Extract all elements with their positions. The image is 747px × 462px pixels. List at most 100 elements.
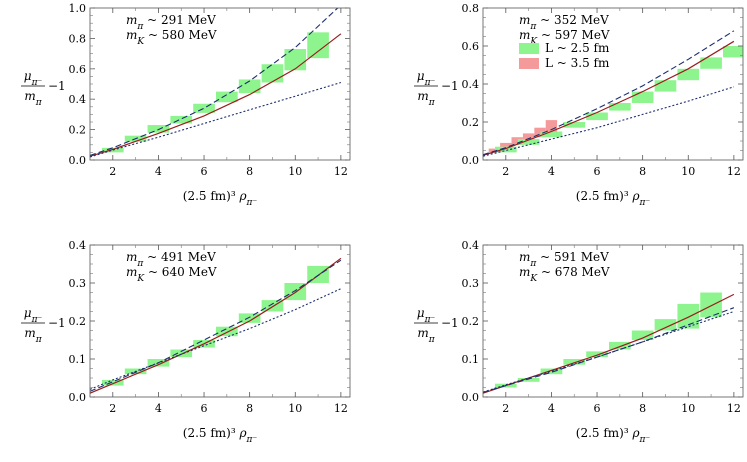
error-box-2: [540, 131, 563, 138]
y-label-denominator-1: mπ: [417, 89, 435, 108]
y-tick-label: 0.1: [69, 353, 87, 366]
error-box-7: [261, 64, 284, 83]
error-box-0: [101, 379, 124, 386]
error-box-8: [677, 303, 700, 329]
x-tick-label: 4: [548, 402, 555, 415]
error-box-9: [700, 292, 722, 318]
x-tick-label: 4: [155, 402, 162, 415]
y-tick-label: 0.3: [462, 277, 480, 290]
y-label-numerator-2: μπ⁻: [24, 306, 43, 325]
error-box-8: [677, 68, 700, 81]
error-box-4: [586, 112, 608, 121]
error-box-10: [723, 46, 743, 58]
annotation-1: mK ~ 678 MeV: [519, 265, 610, 284]
y-tick-label: 1.0: [69, 2, 87, 15]
error-box-1: [517, 378, 540, 382]
y-tick-label: 0.2: [69, 315, 87, 328]
y-tick-label: 0.4: [69, 93, 87, 106]
y-tick-label: 0.1: [462, 353, 480, 366]
error-box-L35-3: [522, 133, 535, 141]
x-tick-label: 12: [727, 402, 741, 415]
y-tick-label: 0.0: [69, 154, 87, 167]
error-box-L35-2: [511, 137, 523, 145]
x-axis-label: (2.5 fm)³ ρπ⁻: [576, 426, 651, 445]
error-box-5: [216, 91, 238, 103]
y-label-numerator-3: μπ⁻: [417, 306, 436, 325]
annotation-1: mK ~ 640 MeV: [126, 265, 217, 284]
annotation-0: mπ ~ 591 MeV: [519, 250, 609, 269]
error-box-L35-1: [500, 142, 512, 149]
curve-dotted: [90, 288, 342, 390]
error-box-3: [563, 122, 586, 128]
error-box-6: [238, 79, 261, 94]
y-tick-label: 0.0: [69, 391, 87, 404]
annotation-0: mπ ~ 352 MeV: [519, 13, 609, 32]
legend-label-1: L ~ 3.5 fm: [545, 56, 610, 70]
y-tick-label: 0.8: [462, 2, 480, 15]
x-axis-label: (2.5 fm)³ ρπ⁻: [183, 426, 258, 445]
error-box-0: [494, 146, 517, 153]
x-tick-label: 6: [201, 165, 208, 178]
y-tick-label: 0.6: [462, 40, 480, 53]
plot-area: [483, 30, 743, 157]
curve-dotted: [483, 86, 735, 157]
y-tick-label: 0.4: [462, 239, 480, 252]
x-tick-label: 2: [109, 165, 116, 178]
error-box-6: [631, 330, 654, 340]
curve-dashed: [483, 30, 735, 156]
x-tick-label: 2: [502, 402, 509, 415]
x-tick-label: 12: [334, 402, 348, 415]
error-box-8: [284, 49, 307, 71]
error-box-2: [147, 125, 170, 133]
error-box-5: [609, 341, 631, 350]
error-box-3: [563, 359, 586, 365]
curve-dashed: [483, 307, 735, 393]
error-box-L35-4: [534, 127, 546, 138]
x-tick-label: 2: [109, 402, 116, 415]
curve-dotted: [90, 81, 342, 158]
annotation-0: mπ ~ 291 MeV: [126, 13, 216, 32]
y-label-minus-one-0: −1: [48, 79, 66, 93]
y-tick-label: 0.0: [462, 391, 480, 404]
y-label-denominator-2: mπ: [24, 326, 42, 345]
error-box-L35-0: [488, 148, 501, 153]
y-tick-label: 0.3: [69, 277, 87, 290]
annotation-0: mπ ~ 491 MeV: [126, 250, 216, 269]
annotation-1: mK ~ 580 MeV: [126, 28, 217, 47]
legend-label-0: L ~ 2.5 fm: [545, 41, 610, 55]
y-tick-label: 0.4: [69, 239, 87, 252]
error-box-9: [307, 32, 329, 59]
x-tick-label: 8: [246, 402, 253, 415]
error-box-3: [170, 115, 193, 124]
error-box-6: [631, 91, 654, 103]
plot-area: [90, 8, 342, 158]
x-tick-label: 6: [594, 165, 601, 178]
y-label-minus-one-1: −1: [441, 79, 459, 93]
y-label-denominator-3: mπ: [417, 326, 435, 345]
chart-panel-top-left: 2 4 6 8 10 12 0.0 0.2 0.4 0.6 0.8 1.0 mπ ~ 291 MeVmK…: [21, 2, 351, 208]
legend-swatch-1: [519, 58, 539, 69]
x-tick-label: 2: [502, 165, 509, 178]
curve-solid: [483, 40, 735, 156]
x-tick-label: 6: [594, 402, 601, 415]
error-box-2: [540, 368, 563, 375]
error-box-7: [654, 80, 677, 92]
x-tick-label: 12: [727, 165, 741, 178]
curve-dashed: [90, 259, 342, 392]
x-axis-label: (2.5 fm)³ ρπ⁻: [183, 189, 258, 208]
x-tick-label: 10: [288, 402, 302, 415]
error-box-1: [517, 139, 540, 145]
x-tick-label: 4: [548, 165, 555, 178]
error-box-9: [307, 265, 329, 283]
plot-area: [90, 257, 342, 394]
error-box-0: [101, 147, 124, 153]
y-label-minus-one-3: −1: [441, 316, 459, 330]
error-box-3: [170, 349, 193, 358]
x-tick-label: 8: [639, 165, 646, 178]
y-tick-label: 0.8: [69, 32, 87, 45]
x-tick-label: 10: [681, 402, 695, 415]
y-label-numerator-0: μπ⁻: [24, 69, 43, 88]
